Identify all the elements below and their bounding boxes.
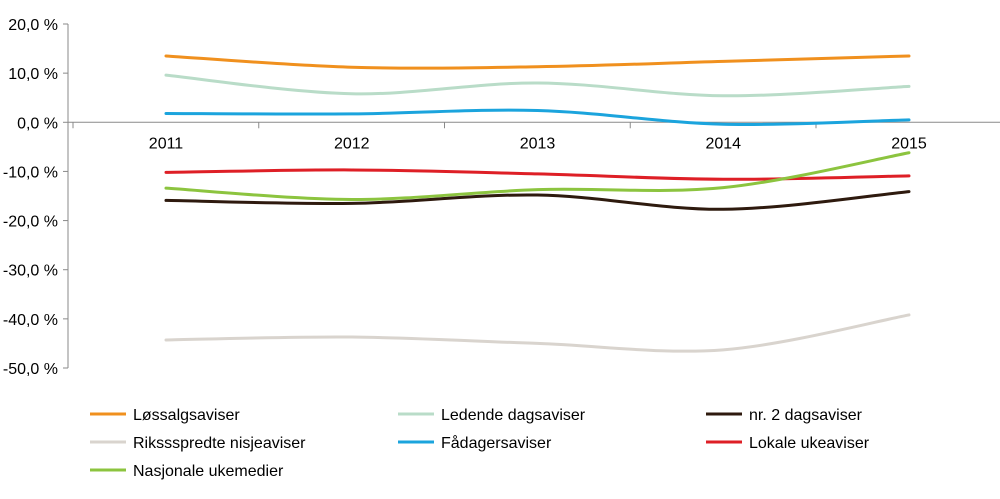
series-line-1 [164,54,911,70]
legend-label: nr. 2 dagsaviser [749,407,863,424]
legend-label: Rikssspredte nisjeaviser [133,435,306,452]
x-axis: 2011 2012 2013 2014 2015 [68,121,1000,152]
series-line-5 [164,108,911,127]
legend-label: Lokale ukeaviser [749,435,870,452]
legend-label: Fådagersaviser [441,434,552,452]
series-line-2 [164,73,911,98]
y-tick-label: -30,0 % [3,263,58,280]
series-line-3 [164,190,911,211]
x-tick-label: 2015 [891,135,927,152]
legend-label: Løssalgsaviser [133,407,240,424]
y-tick-label: -50,0 % [3,361,58,378]
series-lines [164,54,911,353]
legend: Løssalgsaviser Ledende dagsaviser nr. 2 da… [90,407,870,480]
x-tick-label: 2014 [705,135,741,152]
x-tick-label: 2013 [520,135,556,152]
legend-label: Ledende dagsaviser [441,407,586,424]
x-tick-label: 2012 [334,135,370,152]
series-line-4 [164,313,911,353]
y-tick-label: 10,0 % [8,66,58,83]
series-line-7 [164,151,911,201]
x-tick-label: 2011 [149,135,184,152]
y-tick-label: -20,0 % [3,214,58,231]
y-tick-label: -40,0 % [3,312,58,329]
y-axis: 20,0 % 10,0 % 0,0 % -10,0 % -20,0 % -30,0 % -4… [3,17,69,378]
legend-label: Nasjonale ukemedier [133,463,284,480]
y-tick-label: 0,0 % [17,115,58,132]
y-tick-label: 20,0 % [8,17,58,34]
y-tick-label: -10,0 % [3,164,58,181]
